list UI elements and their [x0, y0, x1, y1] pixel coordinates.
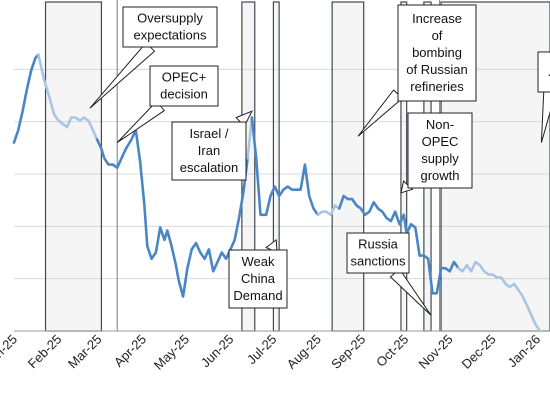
series-segment — [95, 128, 249, 298]
callout: Non- OPEC supply growth — [400, 112, 473, 194]
callout-text: OPEC+ — [162, 70, 206, 85]
callout-box — [346, 232, 410, 274]
callout-box — [397, 4, 477, 102]
shaded-period — [44, 1, 103, 332]
callout-text: Weak — [242, 254, 275, 269]
series-segment — [12, 53, 40, 144]
callout-text: Increase — [412, 11, 462, 26]
callout-box — [228, 249, 288, 309]
callout-pointer — [357, 89, 404, 137]
x-tick-label: Apr-25 — [111, 332, 149, 370]
callout-text: Iran — [198, 143, 220, 158]
callout-text: ... — [548, 64, 550, 79]
callout-text: supply — [421, 151, 459, 166]
callout-text: Non- — [426, 117, 454, 132]
x-tick-label: Sep-25 — [328, 332, 368, 372]
x-tick-label: Jun-25 — [198, 332, 237, 371]
series-segment-faded — [316, 204, 341, 217]
series-segment-faded — [456, 260, 542, 333]
callout-text: growth — [420, 168, 459, 183]
callout-text: sanctions — [351, 254, 406, 269]
x-tick-label: Jan-25 — [0, 332, 20, 371]
x-axis-tick-labels: Jan-25 Feb-25 Mar-25 Apr-25 May-25 Jun-25 Jul-… — [0, 332, 543, 373]
callout: Russia sanctions — [346, 232, 432, 316]
callout-box — [407, 112, 473, 189]
callout-text: escalation — [180, 160, 239, 175]
callout: Weak China Demand — [228, 238, 288, 309]
callout-text: Russia — [358, 237, 399, 252]
callout-text: China — [241, 271, 276, 286]
x-tick-label: Nov-25 — [416, 332, 456, 372]
callout-text: of — [432, 28, 443, 43]
callout-text: expectations — [134, 28, 207, 43]
callout-text: Oversupply — [137, 11, 203, 26]
callout-text: decision — [160, 87, 208, 102]
series-segment — [337, 194, 460, 295]
callout: OPEC+ decision — [116, 65, 219, 144]
callout: ... — [537, 51, 550, 143]
x-tick-label: May-25 — [151, 332, 192, 373]
callout-text: bombing — [412, 45, 462, 60]
x-tick-label: Dec-25 — [459, 332, 499, 372]
callout: Oversupply expectations — [89, 6, 218, 109]
callout-text: of Russian — [406, 62, 467, 77]
callout-box — [122, 6, 218, 48]
callout-text: Israel / — [189, 126, 228, 141]
x-tick-label: Aug-25 — [284, 332, 324, 372]
x-tick-label: Jul-25 — [244, 332, 280, 368]
event-callouts: Oversupply expectations OPEC+ decision Israe… — [89, 4, 550, 316]
callout-box — [149, 65, 219, 107]
callout: Increase of bombing of Russian refineries — [357, 4, 477, 137]
x-tick-label: Mar-25 — [65, 332, 105, 372]
series-segment-faded — [37, 53, 99, 141]
callout: Israel / Iran escalation — [171, 110, 253, 181]
shaded-period — [331, 1, 365, 332]
x-tick-label: Jan-26 — [505, 332, 544, 371]
callout-text: Demand — [233, 288, 282, 303]
callout-box — [537, 51, 550, 93]
series-segment — [250, 116, 320, 217]
x-tick-label: Feb-25 — [25, 332, 65, 372]
x-tick-label: Oct-25 — [373, 332, 411, 370]
callout-box — [171, 121, 247, 181]
series-segment-faded — [246, 116, 254, 160]
callout-text: OPEC — [422, 134, 459, 149]
price-series — [12, 53, 542, 333]
callout-text: refineries — [410, 79, 464, 94]
